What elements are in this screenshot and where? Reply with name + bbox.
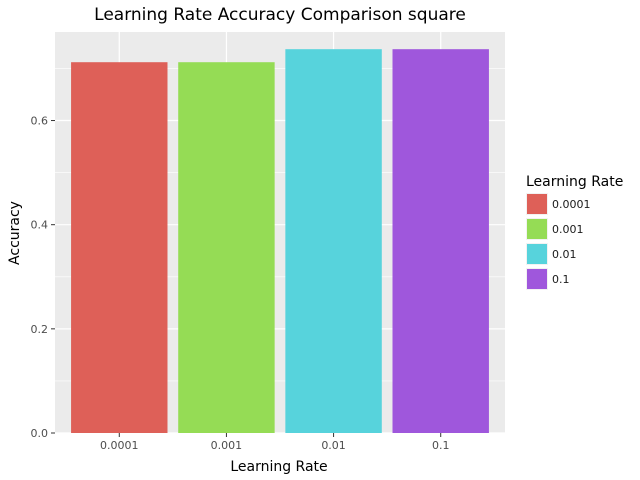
legend-title: Learning Rate <box>526 174 623 190</box>
y-tick-label: 0.6 <box>31 115 49 128</box>
legend-label-0.1: 0.1 <box>552 273 570 286</box>
y-tick-label: 0.2 <box>31 323 49 336</box>
y-axis-title: Accuracy <box>7 201 23 265</box>
x-tick-label: 0.01 <box>321 439 346 452</box>
y-tick-label: 0.4 <box>31 219 49 232</box>
bar-0.0001 <box>71 62 168 433</box>
y-tick-label: 0.0 <box>31 427 49 440</box>
x-axis-title: Learning Rate <box>230 459 327 475</box>
x-tick-label: 0.1 <box>432 439 450 452</box>
legend-label-0.0001: 0.0001 <box>552 198 591 211</box>
legend-swatch-0.001 <box>527 219 547 239</box>
legend: Learning Rate 0.0001 0.001 0.01 0.1 <box>526 174 623 290</box>
bar-0.01 <box>285 49 382 433</box>
plot-area: 0.0 0.2 0.4 0.6 0.0001 0.001 0.01 0.1 <box>31 32 505 452</box>
legend-swatch-0.0001 <box>527 194 547 214</box>
legend-label-0.001: 0.001 <box>552 223 584 236</box>
legend-swatch-0.01 <box>527 244 547 264</box>
legend-items: 0.0001 0.001 0.01 0.1 <box>526 193 591 290</box>
bar-0.1 <box>392 49 489 433</box>
bar-0.001 <box>178 62 275 433</box>
legend-label-0.01: 0.01 <box>552 248 577 261</box>
x-tick-label: 0.001 <box>211 439 243 452</box>
chart-title: Learning Rate Accuracy Comparison square <box>94 5 466 25</box>
legend-swatch-0.1 <box>527 269 547 289</box>
x-tick-label: 0.0001 <box>100 439 139 452</box>
